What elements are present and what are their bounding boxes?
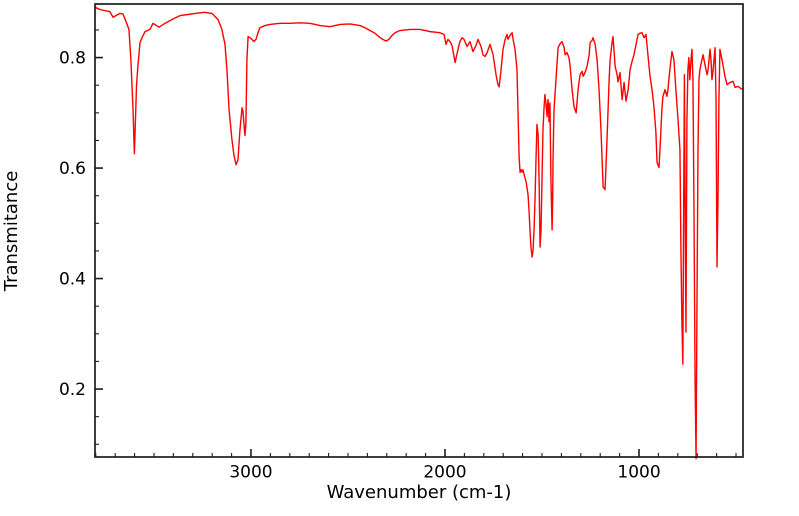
x-axis-label: Wavenumber (cm-1) (327, 482, 512, 503)
y-tick-label: 0.2 (59, 380, 86, 400)
plot-area: 3000 2000 1000 0.8 0.6 0.4 0.2 (59, 3, 744, 483)
y-tick-label: 0.4 (59, 270, 86, 290)
plot-border (94, 3, 744, 458)
spectrum-line (95, 6, 743, 460)
x-tick-label: 2000 (423, 463, 466, 483)
x-tick-label: 3000 (229, 463, 272, 483)
y-axis-label: Transmitance (1, 171, 22, 293)
x-tick-label: 1000 (617, 463, 660, 483)
y-tick-label: 0.6 (59, 159, 86, 179)
y-tick-label: 0.8 (59, 49, 86, 69)
